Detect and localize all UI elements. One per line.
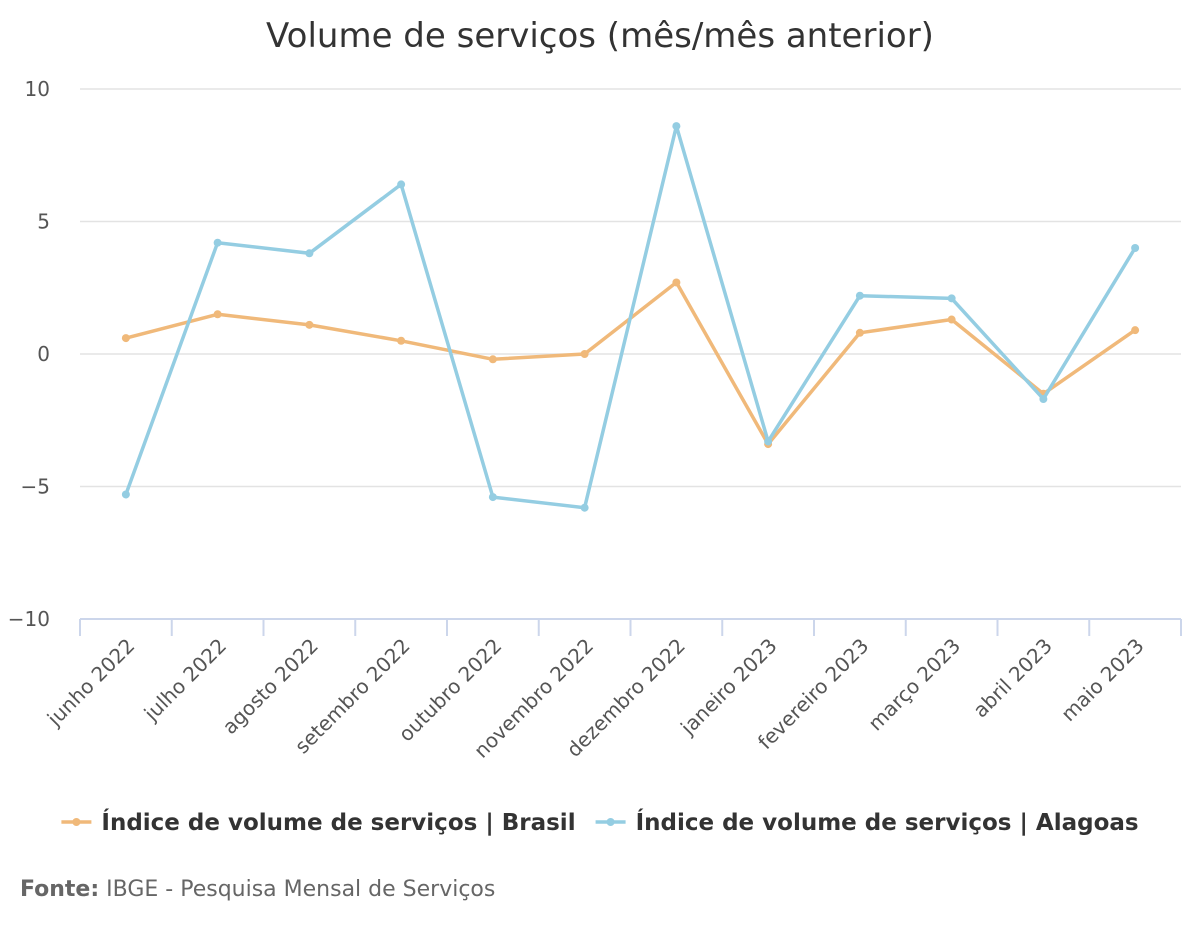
data-point — [855, 328, 864, 337]
source-text: IBGE - Pesquisa Mensal de Serviços — [99, 877, 496, 902]
y-tick-label: −5 — [21, 475, 50, 499]
data-point — [947, 294, 956, 303]
data-point — [488, 355, 497, 364]
data-point — [397, 180, 406, 189]
legend-marker-1 — [72, 818, 81, 826]
series-line-2 — [124, 124, 1137, 510]
x-tick-label: junho 2022 — [42, 634, 140, 732]
chart-title: Volume de serviços (mês/mês anterior) — [266, 16, 934, 56]
legend-marker-2 — [606, 818, 615, 826]
legend-label-2: Índice de volume de serviços | Alagoas — [636, 808, 1139, 836]
data-point — [672, 122, 681, 131]
series-layer — [121, 122, 1140, 512]
data-point — [580, 503, 589, 512]
source-label: Fonte: — [20, 877, 100, 902]
data-point — [213, 238, 222, 247]
y-tick-label: 0 — [37, 342, 50, 366]
data-point — [121, 334, 130, 343]
data-point — [397, 336, 406, 345]
data-point — [672, 278, 681, 287]
data-point — [1131, 244, 1140, 252]
data-point — [580, 350, 589, 358]
x-tick-label: abril 2023 — [968, 634, 1057, 723]
legend-label-1: Índice de volume de serviços | Brasil — [101, 808, 575, 836]
data-point — [1131, 326, 1140, 335]
x-tick-label: março 2023 — [863, 634, 965, 736]
data-point — [305, 249, 314, 258]
y-tick-label: 10 — [25, 77, 50, 101]
data-point — [121, 490, 130, 499]
x-tick-label: maio 2023 — [1056, 634, 1148, 726]
data-point — [213, 310, 222, 319]
x-tick-label: julho 2022 — [139, 634, 232, 727]
data-point — [764, 437, 773, 446]
series-line-1 — [124, 280, 1137, 446]
data-point — [1039, 395, 1048, 404]
data-point — [947, 315, 956, 324]
y-tick-label: 5 — [37, 210, 50, 234]
data-point — [855, 291, 864, 300]
legend: Índice de volume de serviços | Brasil Índ… — [61, 808, 1139, 836]
data-point — [488, 493, 497, 502]
gridlines — [80, 88, 1181, 488]
data-point — [305, 320, 314, 329]
y-tick-label: −10 — [8, 607, 50, 631]
source-note: Fonte: IBGE - Pesquisa Mensal de Serviço… — [20, 877, 495, 902]
